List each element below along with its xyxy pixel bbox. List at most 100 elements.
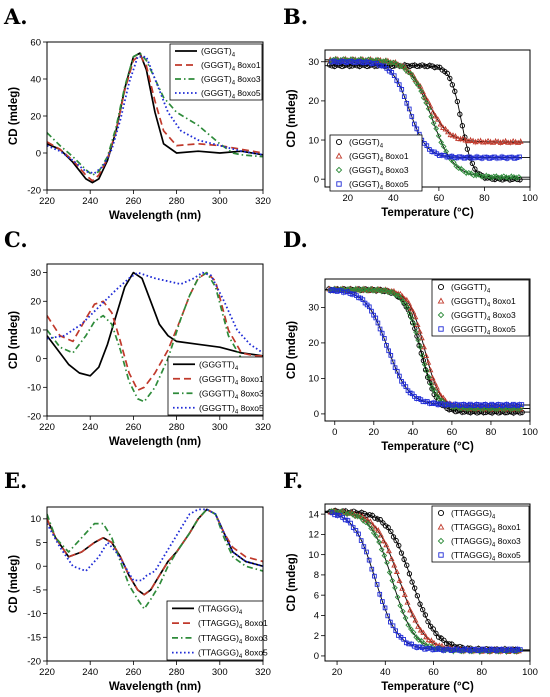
data-point xyxy=(488,646,494,652)
data-point xyxy=(485,137,492,144)
data-point xyxy=(370,287,376,294)
data-point xyxy=(392,584,398,591)
panel-letter: A. xyxy=(3,4,28,29)
legend-label: (GGGTT)4 xyxy=(451,282,491,295)
x-axis-title: Wavelength (nm) xyxy=(109,681,201,693)
y-tick-label: 20 xyxy=(30,297,41,308)
y-tick-label: 6 xyxy=(314,590,319,601)
x-tick-label: 220 xyxy=(39,667,55,678)
data-point xyxy=(404,100,410,106)
data-point xyxy=(414,645,420,650)
data-point xyxy=(403,640,409,646)
data-point xyxy=(457,154,462,160)
data-point xyxy=(397,373,402,379)
y-tick-label: -10 xyxy=(27,383,41,394)
data-point xyxy=(437,153,442,158)
data-point xyxy=(348,520,353,526)
data-point xyxy=(365,286,372,293)
data-point xyxy=(454,98,460,105)
y-tick-label: 0 xyxy=(36,562,41,573)
legend-label: (TTAGGG)4 8oxo5 xyxy=(198,648,268,661)
data-point xyxy=(364,59,370,65)
legend-label: (GGGTT)4 8oxo5 xyxy=(199,403,264,416)
legend-label: (TTAGGG)4 8oxo1 xyxy=(451,522,521,535)
legend-marker xyxy=(438,552,444,558)
data-point xyxy=(419,62,425,68)
y-tick-label: 5 xyxy=(36,538,41,549)
data-point xyxy=(369,512,375,519)
legend: (TTAGGG)4(TTAGGG)4 8oxo1(TTAGGG)4 8oxo3(… xyxy=(431,505,530,563)
data-point xyxy=(487,156,492,161)
data-point xyxy=(388,60,394,66)
data-point xyxy=(339,58,344,64)
data-point xyxy=(376,539,382,545)
data-point xyxy=(504,156,510,161)
panel-e: E. 220 240 260 280 300 320 -20 -15 -10 -5 0 5 10 Wavel… xyxy=(4,468,271,693)
data-point xyxy=(403,296,410,303)
data-point xyxy=(344,60,349,65)
data-point xyxy=(402,615,409,621)
data-point xyxy=(377,591,383,597)
plot-frame xyxy=(46,263,264,417)
data-point xyxy=(340,515,345,520)
data-point xyxy=(464,146,471,152)
x-axis-title: Wavelength (nm) xyxy=(109,436,201,448)
data-point xyxy=(457,648,462,653)
panel-a: A. 220 240 260 280 300 320 -20 0 20 40 60 Wavelength… xyxy=(3,4,271,222)
y-tick-label: 20 xyxy=(308,96,319,107)
plot-area xyxy=(325,285,530,417)
data-point xyxy=(364,512,370,518)
plot-frame xyxy=(324,278,531,422)
data-point xyxy=(414,63,420,70)
data-point xyxy=(389,70,395,75)
data-point xyxy=(349,58,354,64)
data-point xyxy=(420,94,427,101)
data-point xyxy=(498,174,505,181)
data-point xyxy=(390,534,397,540)
data-point xyxy=(433,125,439,132)
data-point xyxy=(359,60,364,65)
data-point xyxy=(428,381,434,388)
x-tick-label: 60 xyxy=(447,427,458,438)
panel-c: C. 220 240 260 280 300 320 -20 -10 0 10 20 30 Wavelen… xyxy=(4,227,271,448)
data-point xyxy=(401,556,407,563)
data-point xyxy=(393,537,399,544)
data-point xyxy=(423,367,430,374)
data-point xyxy=(393,568,400,574)
y-tick-label: -15 xyxy=(27,633,41,644)
data-point xyxy=(422,63,428,69)
y-tick-label: 0 xyxy=(314,174,319,185)
series-line xyxy=(47,271,263,403)
legend-marker xyxy=(335,138,343,146)
data-point xyxy=(454,155,460,161)
data-point xyxy=(467,136,474,143)
legend-label: (GGGT)4 8oxo1 xyxy=(201,60,261,73)
data-point xyxy=(366,304,372,310)
data-point xyxy=(431,379,438,386)
series-line xyxy=(47,52,263,177)
x-tick-label: 300 xyxy=(212,196,228,207)
legend-marker xyxy=(437,297,445,304)
data-point xyxy=(362,519,369,526)
data-point xyxy=(425,646,430,651)
data-point xyxy=(449,82,455,88)
data-point xyxy=(484,154,490,160)
y-tick-label: 20 xyxy=(308,338,319,349)
data-point xyxy=(410,320,417,327)
data-point xyxy=(440,143,447,150)
data-point xyxy=(483,647,489,653)
data-point xyxy=(430,385,436,392)
data-point xyxy=(423,633,430,640)
legend-label: (GGGT)4 8oxo5 xyxy=(201,88,261,101)
data-point xyxy=(332,512,337,518)
y-tick-label: 20 xyxy=(30,111,41,122)
data-point xyxy=(474,154,480,160)
data-point xyxy=(380,599,385,604)
data-point xyxy=(462,646,467,652)
data-point xyxy=(401,94,407,99)
data-point xyxy=(346,59,352,64)
data-point xyxy=(430,120,437,126)
data-point xyxy=(422,646,428,652)
legend: (GGGT)4(GGGT)4 8oxo1(GGGT)4 8oxo3(GGGT)4… xyxy=(329,134,423,192)
